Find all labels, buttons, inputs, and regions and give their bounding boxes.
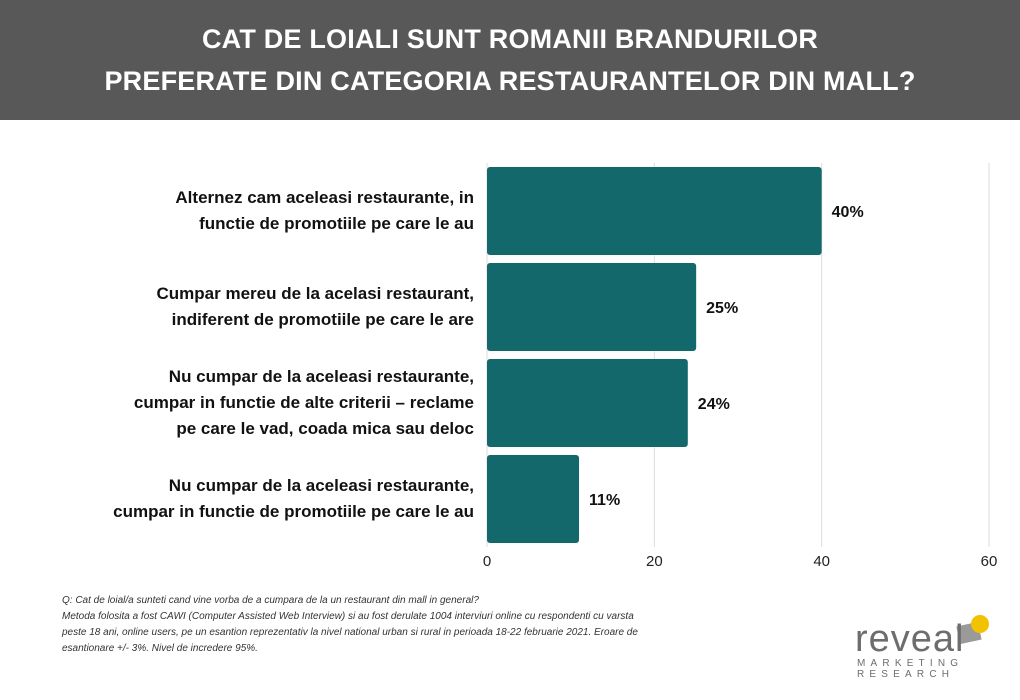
category-label: Nu cumpar de la aceleasi restaurante, cu… xyxy=(133,367,474,438)
data-label: 24% xyxy=(698,396,730,413)
logo-line: MARKETING xyxy=(857,658,964,669)
chart-title: CAT DE LOIALI SUNT ROMANII BRANDURILOR P… xyxy=(104,24,916,96)
bar xyxy=(487,167,822,255)
category-label: Cumpar mereu de la acelasi restaurant, i… xyxy=(156,284,474,329)
data-label: 11% xyxy=(589,492,620,509)
logo-circle xyxy=(971,615,989,633)
data-label: 40% xyxy=(832,204,864,221)
header xyxy=(0,0,1020,120)
x-tick-label: 20 xyxy=(646,553,663,570)
data-label: 25% xyxy=(706,300,738,317)
bar xyxy=(487,263,697,351)
x-tick-label: 0 xyxy=(483,553,491,570)
footnote: Q: Cat de loial/a sunteti cand vine vorb… xyxy=(62,595,638,654)
category-label: Alternez cam aceleasi restaurante, in fu… xyxy=(175,188,474,233)
bar xyxy=(487,359,688,447)
category-label: Nu cumpar de la aceleasi restaurante, cu… xyxy=(113,476,474,521)
bar xyxy=(487,455,580,543)
logo-line: RESEARCH xyxy=(857,669,955,680)
x-tick-label: 60 xyxy=(981,553,998,570)
x-tick-label: 40 xyxy=(813,553,830,570)
logo-word: reveal xyxy=(855,618,965,660)
